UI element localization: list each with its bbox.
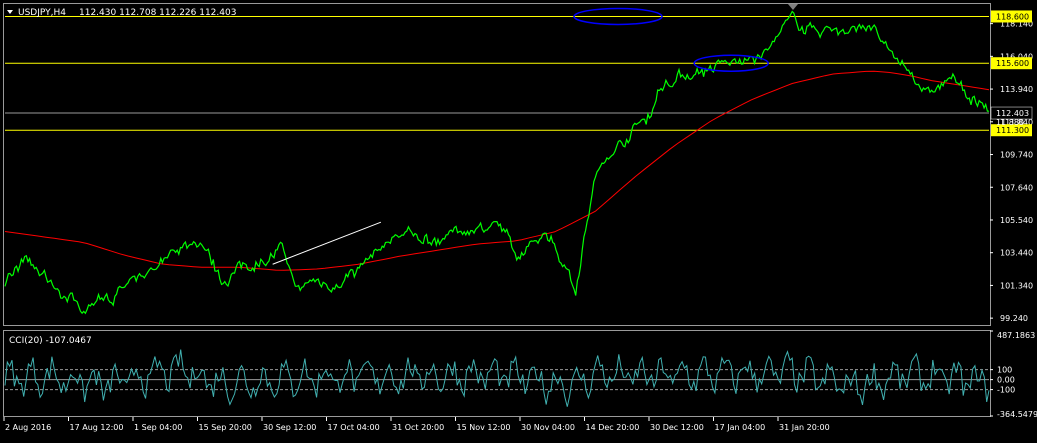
price-pane[interactable] [3, 3, 991, 326]
x-tick-label: 1 Sep 04:00 [134, 423, 182, 432]
ohlc-values: 112.430 112.708 112.226 112.403 [79, 8, 236, 18]
x-tick-label: 30 Nov 04:00 [521, 423, 575, 432]
current-price-tag [990, 106, 1033, 120]
current-price-tag-text: 112.403 [996, 109, 1029, 118]
y-tick-label: 103.440 [1000, 249, 1033, 258]
level-price-tag[interactable] [991, 10, 1032, 23]
y-tick-label: 118.140 [1000, 20, 1033, 29]
x-tick-label: 15 Sep 20:00 [199, 423, 252, 432]
trendline[interactable] [272, 221, 382, 265]
x-tick-label: 17 Oct 04:00 [328, 423, 380, 432]
menu-arrow-icon[interactable] [7, 10, 13, 14]
cci-tick-label: 100 [997, 366, 1012, 375]
x-tick-label: 17 Jan 04:00 [715, 423, 766, 432]
x-tick-label: 17 Aug 12:00 [70, 423, 124, 432]
cci-tick-label: -364.5479 [997, 410, 1037, 419]
cci-tick-label: 0.00 [997, 376, 1015, 385]
cci-tick-label: -100 [997, 386, 1015, 395]
level-price-tag-text: 118.600 [996, 12, 1029, 21]
level-price-tag-text: 115.600 [996, 59, 1029, 68]
y-tick-label: 99.240 [1000, 314, 1028, 323]
x-tick-label: 2 Aug 2016 [5, 423, 51, 432]
y-tick-label: 109.740 [1000, 151, 1033, 160]
cci-label: CCI(20) -107.0467 [9, 336, 92, 346]
y-tick-label: 107.640 [1000, 183, 1033, 192]
cci-tick-label: 487.1863 [997, 331, 1035, 340]
x-tick-label: 15 Nov 12:00 [457, 423, 511, 432]
x-tick-label: 14 Dec 20:00 [586, 423, 640, 432]
symbol-label: USDJPY,H4 [18, 8, 66, 18]
cci-line[interactable] [4, 349, 990, 407]
y-tick-label: 105.540 [1000, 216, 1033, 225]
chart-shift-marker-icon[interactable] [788, 4, 798, 10]
price-line[interactable] [4, 10, 989, 315]
y-tick-label: 116.040 [1000, 52, 1033, 61]
y-tick-label: 111.840 [1000, 118, 1033, 127]
second-top-ellipse-marker[interactable] [693, 54, 769, 72]
level-price-tag-text: 111.300 [996, 126, 1029, 135]
x-tick-label: 30 Sep 12:00 [263, 423, 316, 432]
hidden-price-tag-text: 11 880 [996, 118, 1024, 127]
y-tick-label: 113.940 [1000, 85, 1033, 94]
cci-pane[interactable] [3, 330, 991, 417]
moving-average-line[interactable] [4, 70, 990, 271]
x-tick-label: 30 Dec 12:00 [650, 423, 704, 432]
y-tick-label: 101.340 [1000, 281, 1033, 290]
x-tick-label: 31 Oct 20:00 [392, 423, 444, 432]
level-price-tag[interactable] [991, 57, 1032, 70]
x-tick-label: 31 Jan 20:00 [779, 423, 830, 432]
level-price-tag[interactable] [991, 124, 1032, 137]
top-ellipse-marker[interactable] [573, 7, 663, 26]
